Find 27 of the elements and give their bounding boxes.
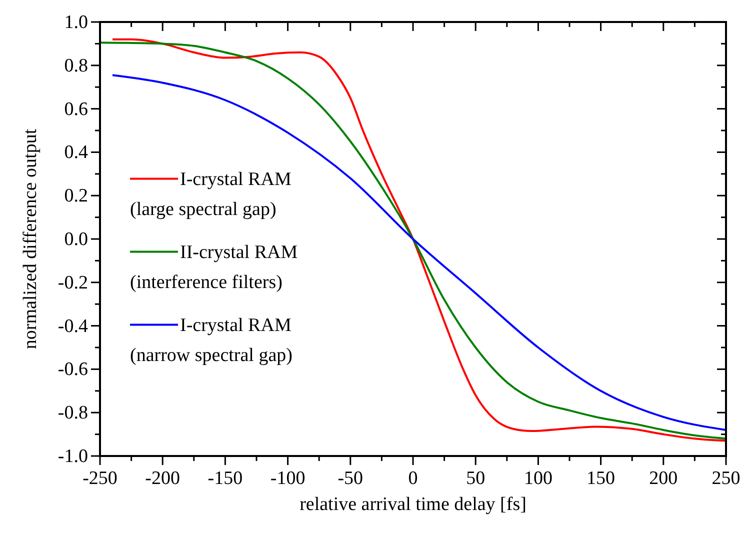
- y-tick-label: -0.4: [58, 316, 88, 337]
- y-tick-label: -0.6: [58, 359, 88, 380]
- y-tick-label: -1.0: [58, 446, 88, 467]
- x-tick-label: -100: [270, 468, 306, 489]
- y-tick-label: 0.0: [64, 229, 88, 250]
- x-tick-label: 0: [408, 468, 418, 489]
- y-tick-label: -0.8: [58, 402, 88, 424]
- y-tick-label: 0.8: [64, 55, 88, 76]
- x-tick-label: 250: [712, 468, 740, 489]
- x-tick-label: -50: [338, 468, 364, 489]
- y-axis-title: normalized difference output: [20, 128, 41, 350]
- y-tick-label: 0.4: [64, 142, 88, 164]
- x-tick-label: 50: [466, 468, 486, 489]
- x-tick-label: -250: [82, 468, 118, 489]
- y-tick-label: 1.0: [64, 12, 88, 33]
- y-tick-label: 0.2: [64, 186, 88, 207]
- y-tick-label: 0.6: [64, 98, 88, 120]
- x-tick-label: 200: [649, 468, 678, 489]
- legend-label: II-crystal RAM (interference filters): [130, 242, 298, 293]
- x-tick-label: 100: [524, 468, 552, 489]
- x-tick-label: 150: [586, 468, 616, 489]
- legend-label: I-crystal RAM (narrow spectral gap): [130, 314, 292, 366]
- x-tick-label: -150: [208, 468, 243, 489]
- y-tick-label: -0.2: [58, 272, 88, 294]
- x-axis-title: relative arrival time delay [fs]: [300, 494, 526, 515]
- x-tick-label: -200: [145, 468, 180, 489]
- legend-label: I-crystal RAM (large spectral gap): [130, 168, 292, 220]
